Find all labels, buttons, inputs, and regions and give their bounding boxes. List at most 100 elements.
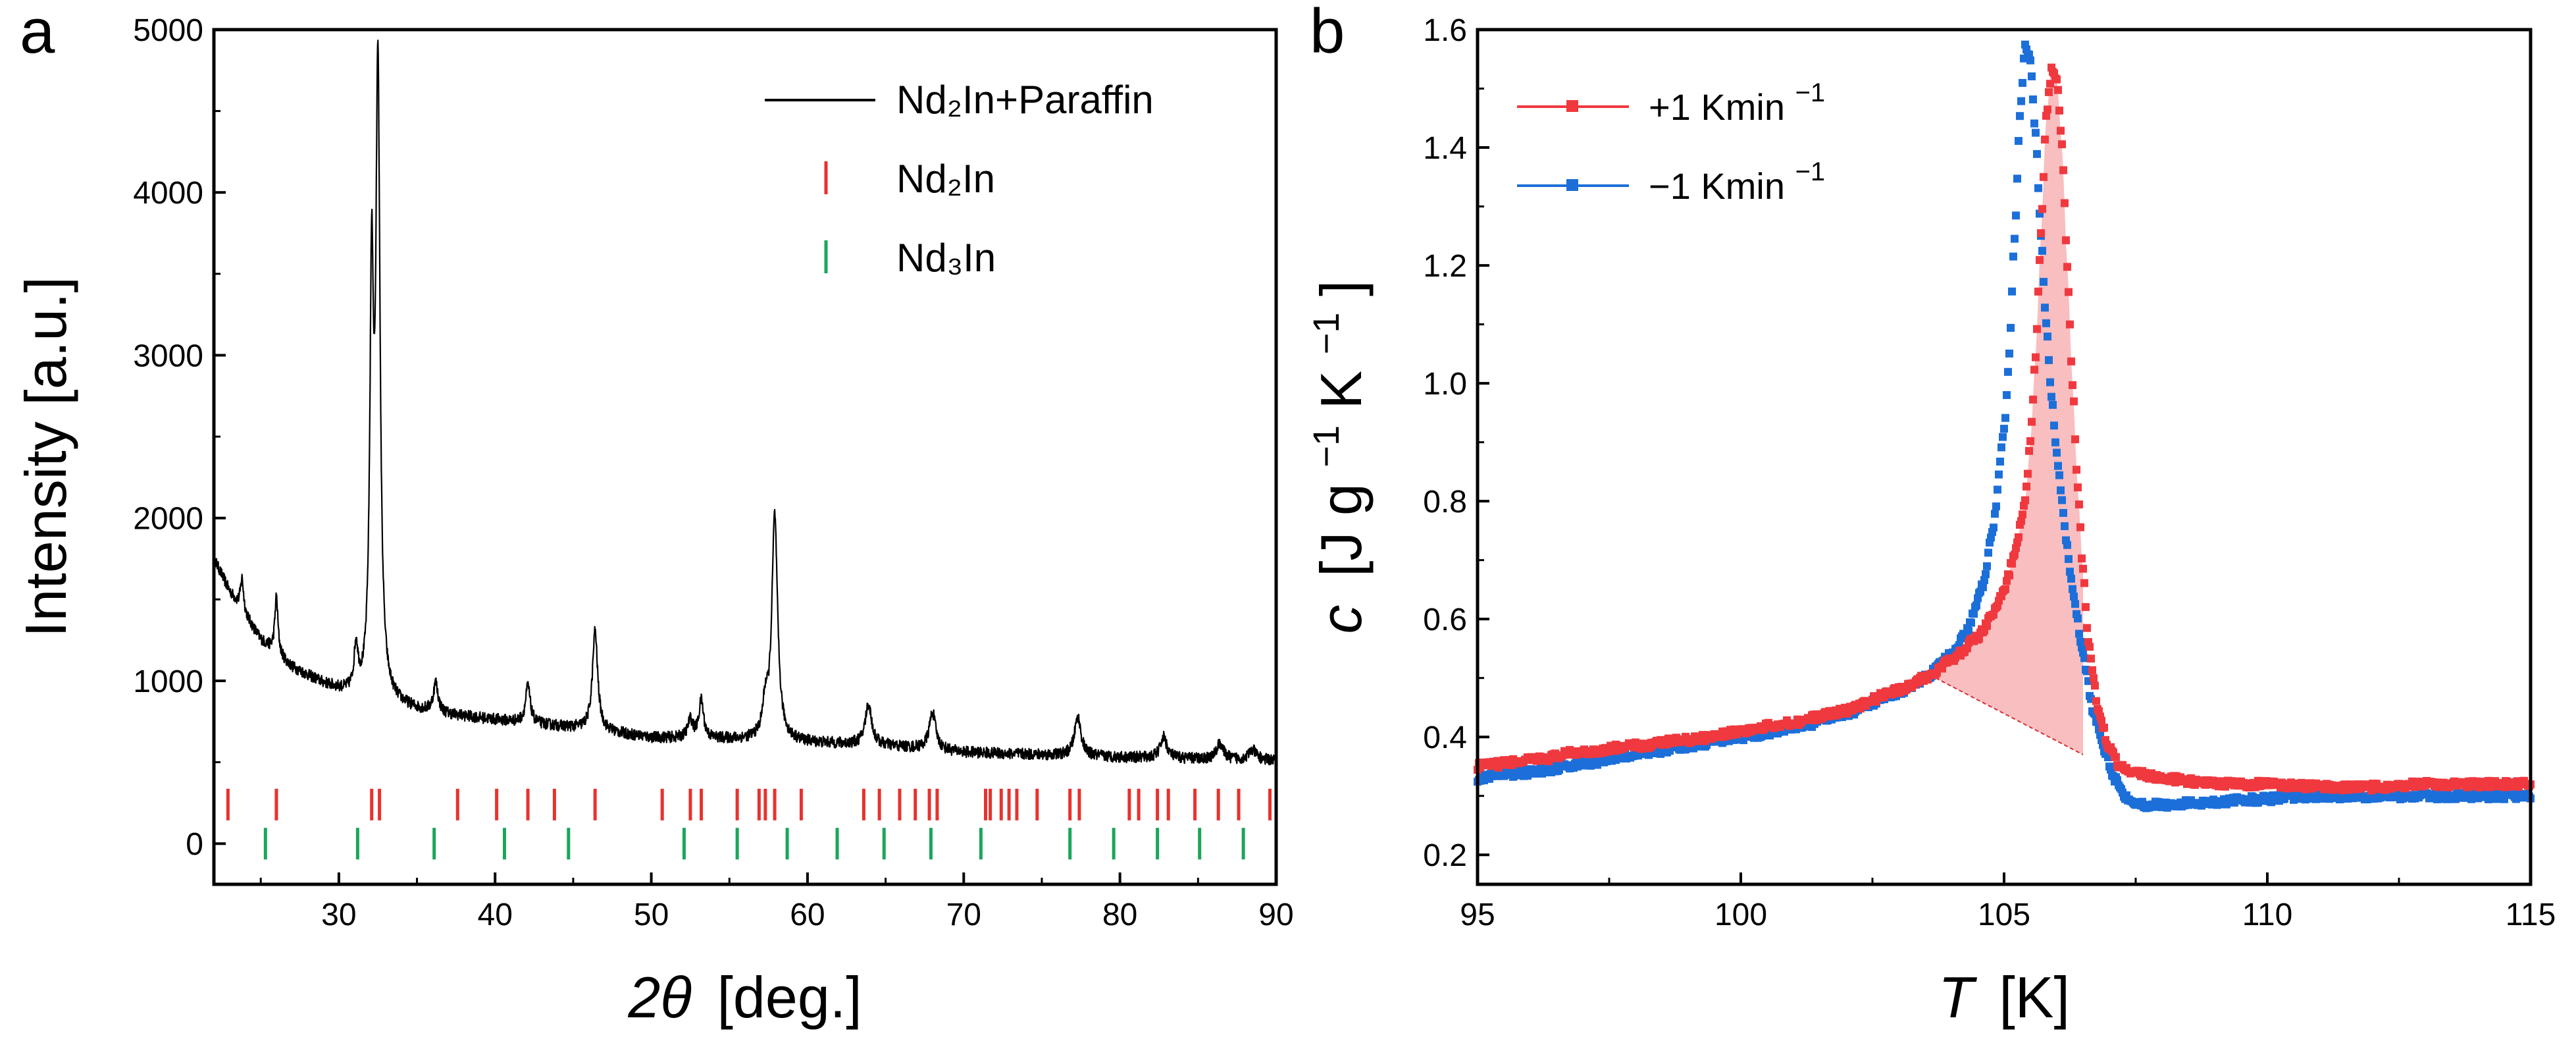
series-cooling-point	[1997, 443, 2005, 452]
panel-b-xlabel-unit: [K]	[1999, 965, 2070, 1030]
series-heating-point	[2074, 483, 2082, 492]
series-cooling-point	[2059, 509, 2067, 517]
series-cooling-point	[1979, 583, 1987, 591]
series-heating-point	[2066, 320, 2074, 329]
series-cooling-point	[2007, 323, 2015, 332]
series-heating-point	[2058, 140, 2066, 149]
series-cooling-point	[2032, 128, 2040, 137]
panel-a-frame	[212, 28, 1278, 886]
y-tick-label: 0.6	[1423, 602, 1467, 637]
legend-exp-heating: −1	[1795, 78, 1826, 107]
series-cooling-point	[2009, 252, 2017, 261]
series-cooling-point	[2017, 97, 2025, 105]
legend-label-nd3in: Nd₃In	[896, 236, 996, 280]
series-heating-point	[2082, 602, 2090, 611]
series-heating-point	[2061, 199, 2069, 207]
series-cooling-point	[2045, 356, 2053, 364]
series-cooling-point	[1992, 502, 2000, 511]
series-heating-point	[2073, 466, 2080, 474]
series-cooling-point	[2030, 119, 2038, 128]
series-heating-point	[2100, 724, 2108, 732]
series-heating-point	[2038, 205, 2046, 213]
series-heating-point	[1990, 610, 1997, 619]
panel-b-ylabel-mid: K	[1308, 371, 1374, 410]
series-heating-point	[2059, 166, 2067, 174]
series-heating-point	[2026, 437, 2034, 445]
series-cooling-point	[2041, 304, 2049, 312]
series-heating-point	[1975, 634, 1983, 643]
y-tick-label: 2000	[133, 502, 203, 537]
series-heating-point	[2040, 173, 2048, 181]
series-cooling-point	[2003, 391, 2011, 399]
pattern-nd2in-paraffin	[213, 40, 1277, 766]
series-heating-point	[2090, 674, 2098, 682]
series-heating-point	[2098, 716, 2105, 725]
panel-b-ylabel-exp2: −1	[1305, 312, 1347, 354]
legend-label-cooling: −1 Kmin −1	[1649, 157, 1825, 207]
panel-b-ylabel-end: ]	[1308, 281, 1374, 296]
series-cooling-point	[2040, 278, 2048, 286]
y-tick-label: 1.0	[1423, 367, 1467, 402]
series-cooling-point	[2050, 421, 2058, 430]
legend-text-nd2in-paraffin: Nd₂In+Paraffin	[896, 78, 1154, 122]
series-heating	[1474, 63, 2535, 795]
series-heating-point	[2019, 510, 2026, 519]
series-cooling-point	[2054, 462, 2062, 470]
series-heating-point	[2029, 395, 2037, 404]
series-heating-point	[2034, 287, 2042, 296]
series-cooling-point	[1972, 601, 1980, 610]
series-cooling-point	[2012, 211, 2020, 220]
panel-a-legend: Nd₂In+Paraffin Nd₂In Nd₃In	[765, 78, 1154, 280]
y-tick-label: 1.4	[1423, 131, 1467, 166]
series-cooling-point	[2057, 486, 2065, 495]
series-heating-point	[2033, 325, 2041, 333]
x-tick-label: 110	[2242, 897, 2293, 932]
series-heating-point	[2005, 571, 2013, 579]
latent-heat-area	[1936, 70, 2083, 755]
series-heating-point	[2032, 353, 2040, 361]
series-cooling-point	[2048, 392, 2055, 401]
series-heating-point	[2017, 517, 2025, 525]
panel-a-xlabel-symbol: 2θ	[627, 965, 692, 1030]
x-tick-label: 30	[321, 897, 356, 932]
series-cooling-point	[2026, 56, 2034, 65]
y-tick-label: 0	[186, 827, 203, 862]
x-tick-label: 80	[1102, 897, 1137, 932]
y-tick-label: 0.2	[1423, 838, 1467, 873]
x-tick-label: 90	[1258, 897, 1293, 932]
x-tick-label: 100	[1714, 897, 1767, 932]
series-heating-point	[2075, 500, 2083, 509]
series-heating-point	[2086, 643, 2094, 651]
legend-marker-cooling	[1566, 179, 1578, 191]
legend-label-nd2in: Nd₂In	[896, 157, 995, 201]
x-tick-label: 105	[1978, 897, 2030, 932]
series-cooling-point	[2058, 496, 2066, 504]
series-cooling-point	[1994, 485, 2001, 494]
series-cooling-point	[2049, 400, 2057, 409]
y-tick-label: 1.6	[1423, 13, 1467, 48]
series-cooling-point	[2069, 585, 2076, 593]
series-cooling-point	[2107, 765, 2115, 774]
series-cooling-point	[2000, 425, 2008, 433]
series-cooling-point	[2044, 333, 2051, 341]
series-heating-point	[2021, 496, 2029, 504]
series-heating-point	[2092, 697, 2100, 705]
series-heating-point	[2062, 236, 2070, 244]
x-tick-label: 95	[1460, 897, 1495, 932]
series-cooling-point	[2067, 574, 2075, 583]
series-heating-point	[2067, 357, 2075, 365]
series-cooling-point	[2080, 654, 2088, 662]
series-heating-point	[2024, 469, 2032, 478]
series-heating-point	[2065, 288, 2073, 296]
panel-b-plot-area	[1474, 40, 2535, 813]
series-cooling-point	[2051, 438, 2059, 446]
series-heating-point	[2037, 229, 2045, 238]
y-tick-label: 1.2	[1423, 249, 1467, 284]
series-heating-point	[2079, 564, 2087, 573]
series-heating-point	[2053, 75, 2061, 84]
series-cooling-point	[1983, 562, 1991, 570]
panel-b-ylabel: c [J g −1 K −1 ]	[1286, 281, 1374, 634]
series-heating-point	[2044, 105, 2051, 114]
series-cooling-point	[2019, 78, 2026, 87]
